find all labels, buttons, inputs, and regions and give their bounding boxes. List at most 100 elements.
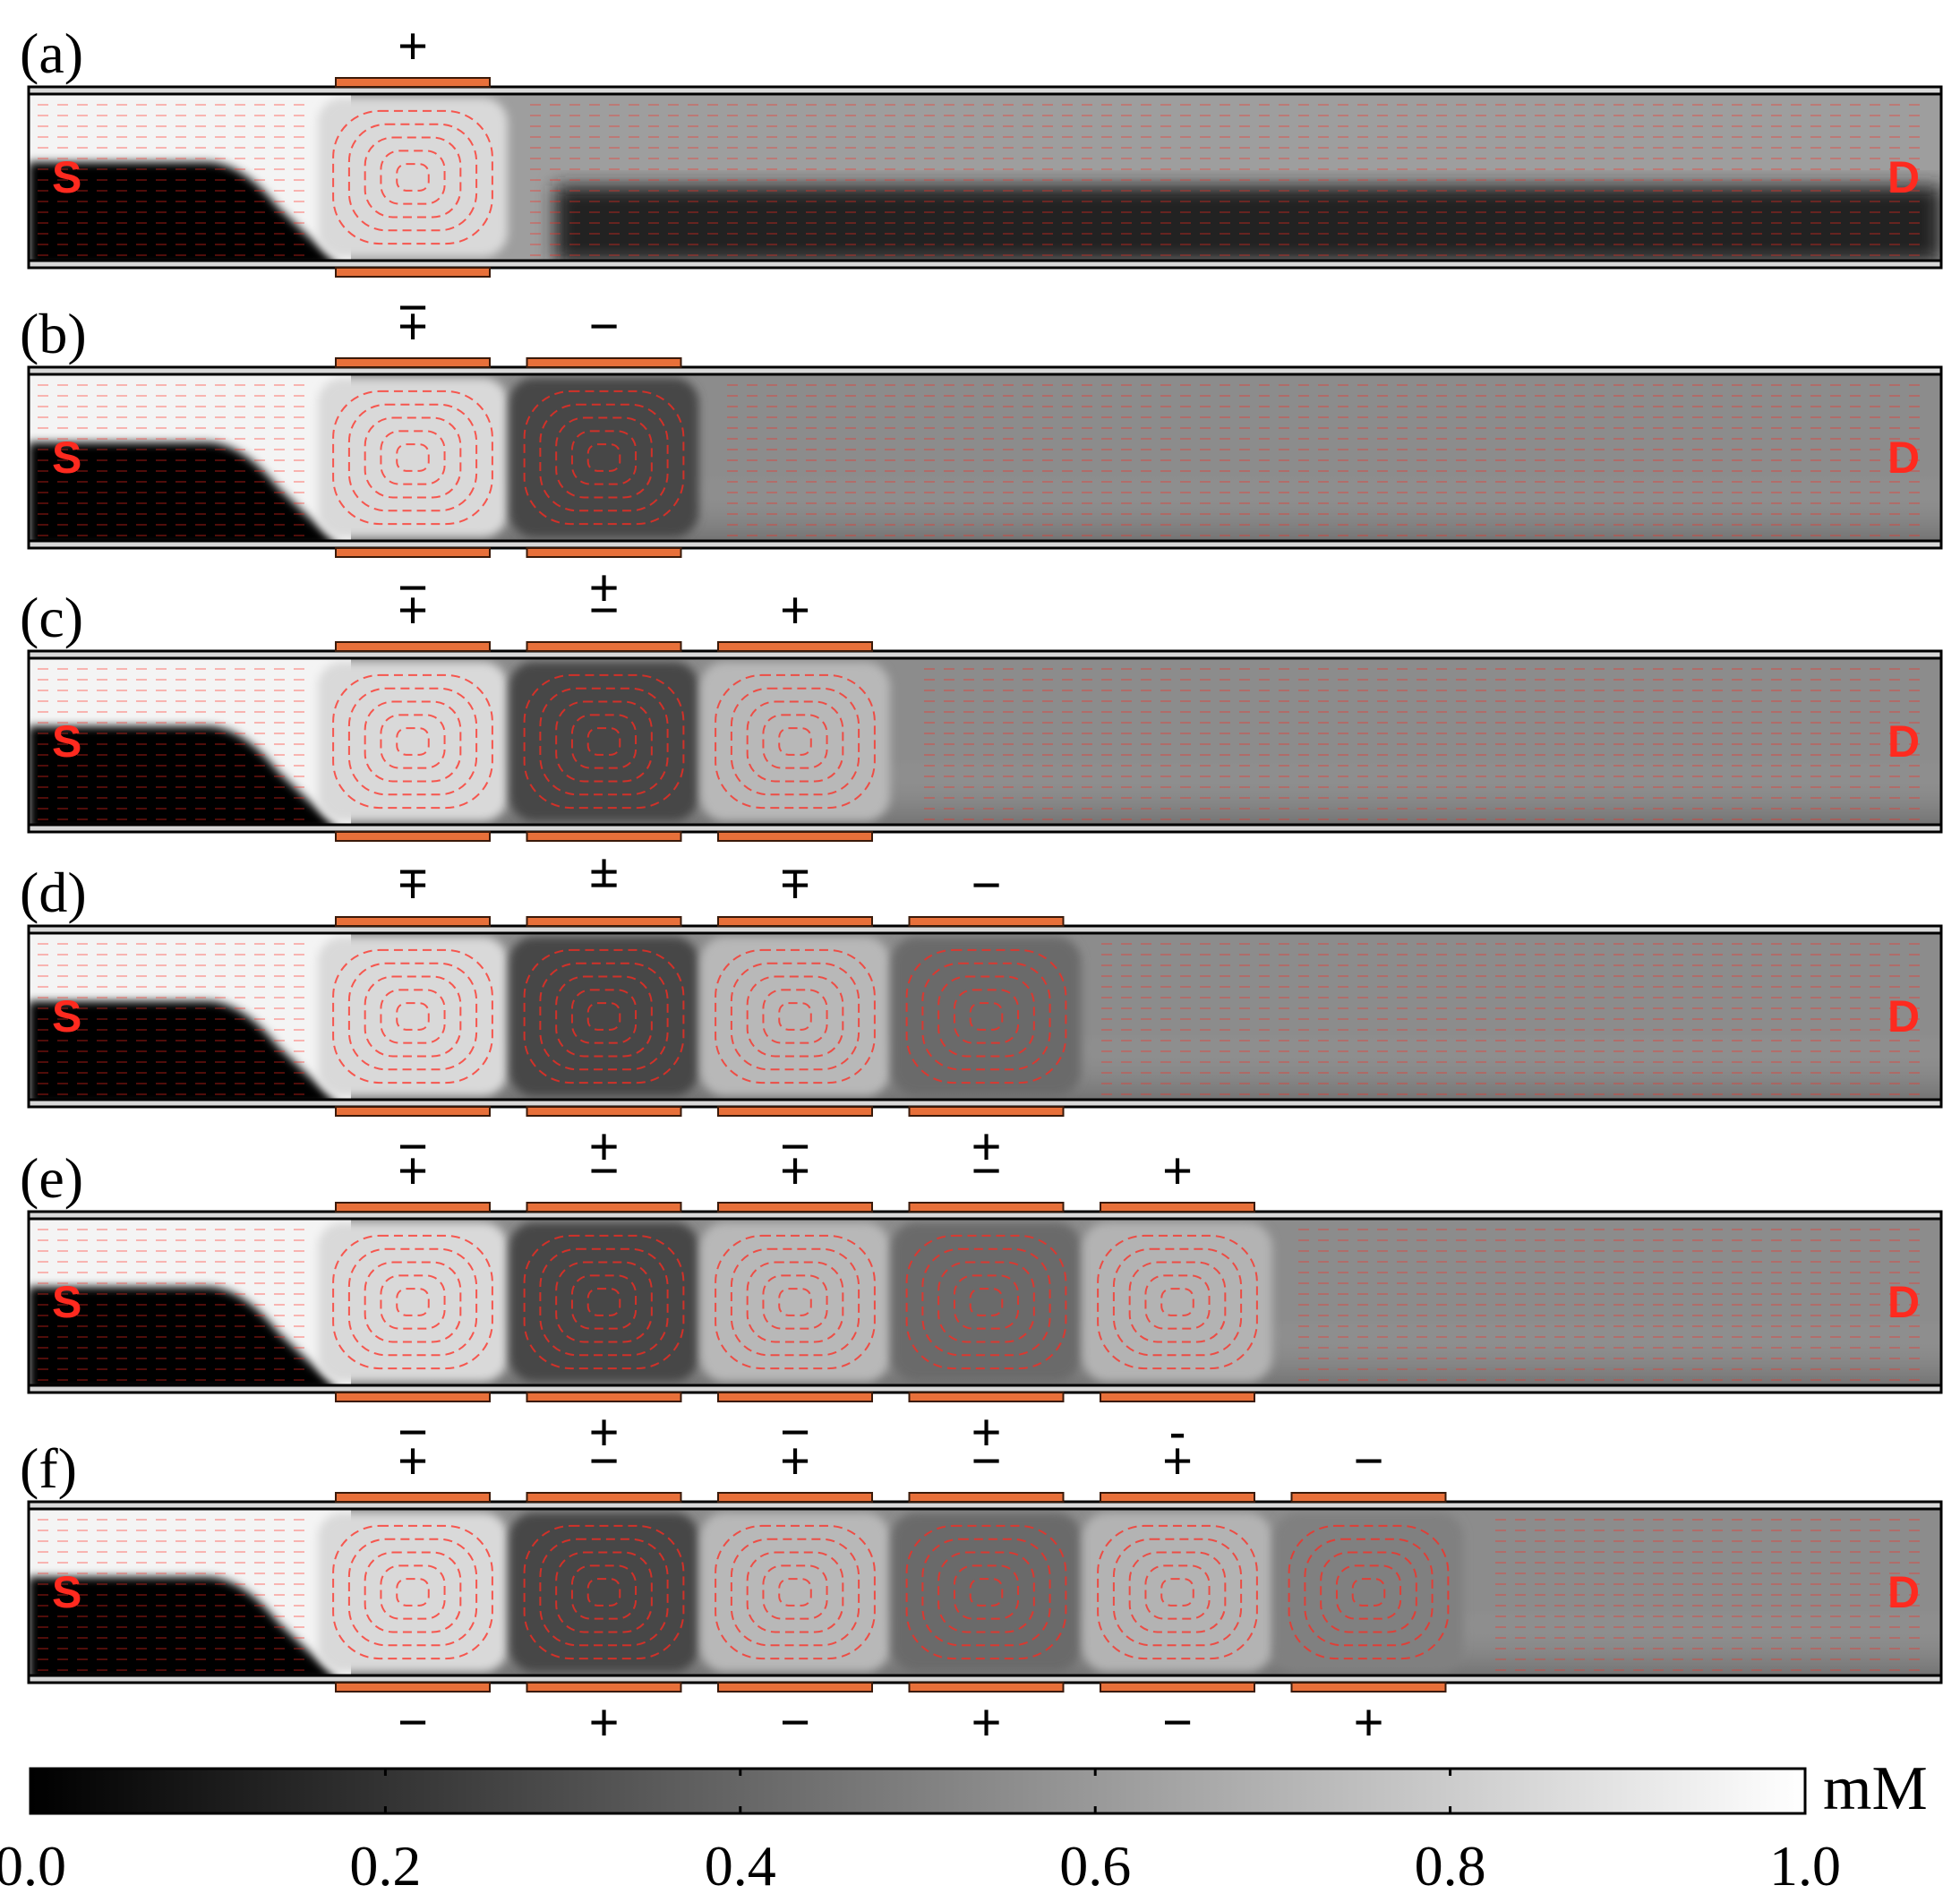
panel-label: (c)	[20, 586, 83, 649]
vortex-cell	[700, 662, 890, 821]
streamline	[715, 1234, 876, 1370]
panel-d: (d) S D + − − + + − − +	[20, 856, 1943, 1176]
vortex-region	[1083, 1222, 1272, 1382]
bottom-electrode	[335, 547, 491, 558]
streamline	[332, 390, 493, 526]
vortex-region	[318, 937, 508, 1096]
streamline	[778, 1002, 812, 1031]
panels-group: (a)S D+−(b)S D+−−+(c)S D+−−++−(d)S D+−−++−−+…	[20, 17, 1943, 1752]
bottom-electrode	[526, 547, 682, 558]
channel-outline	[27, 85, 1943, 270]
streamline	[380, 989, 446, 1044]
panel-c: (c) S D + − − + + −	[20, 581, 1943, 901]
streamline	[332, 948, 493, 1084]
streamline	[555, 700, 653, 783]
top-electrode	[335, 357, 491, 368]
streamline	[364, 416, 462, 499]
streamline	[762, 989, 828, 1044]
streamline	[715, 948, 876, 1084]
inlet-dark-zone	[29, 1001, 336, 1101]
channel-field	[29, 92, 1941, 262]
top-electrode	[335, 916, 491, 927]
velocity-arrows	[38, 1229, 1920, 1381]
channel-outline	[27, 365, 1943, 550]
streamline	[586, 443, 621, 472]
vortex-cell	[1083, 1222, 1272, 1382]
streamline	[380, 714, 446, 769]
bottom-polarity-sign: +	[589, 1118, 620, 1176]
streamline	[937, 1261, 1035, 1343]
bottom-polarity-sign: +	[971, 1118, 1002, 1176]
top-polarity-sign: −	[971, 856, 1002, 914]
streamline	[523, 948, 685, 1084]
drain-label: D	[1887, 991, 1920, 1041]
streamline	[555, 975, 653, 1058]
top-polarity-sign: −	[589, 297, 620, 356]
streamline	[1128, 1261, 1227, 1343]
vortex-cell	[509, 1222, 699, 1382]
vortex-region	[509, 937, 699, 1096]
top-electrode	[526, 357, 682, 368]
vortex-cell	[509, 937, 699, 1096]
streamline	[778, 1288, 812, 1316]
top-polarity-sign: +	[398, 297, 428, 356]
streamline	[332, 673, 493, 810]
top-polarity-sign: −	[589, 856, 620, 914]
streamline	[396, 1288, 430, 1316]
streamline	[969, 1288, 1004, 1316]
vortex-cell	[891, 937, 1082, 1096]
inlet-dark-zone	[29, 1287, 336, 1387]
streamline	[364, 700, 462, 783]
vortex-cell	[509, 378, 699, 537]
bottom-electrode	[335, 1106, 491, 1117]
streamline	[953, 989, 1020, 1044]
streamline	[762, 714, 828, 769]
streamline	[586, 1002, 621, 1031]
streamline	[380, 150, 446, 205]
panel-a: (a) S D + −	[20, 17, 1943, 337]
velocity-arrows	[38, 384, 1920, 536]
channel-field	[29, 656, 1941, 827]
bottom-polarity-sign: −	[398, 1118, 428, 1176]
vortex-cell	[891, 1222, 1082, 1382]
streamline	[396, 163, 430, 192]
streamline	[332, 109, 493, 245]
streamline	[396, 443, 430, 472]
source-label: S	[52, 433, 81, 483]
top-electrode	[335, 641, 491, 652]
streamline	[570, 714, 638, 769]
streamline	[1144, 1274, 1211, 1330]
streamline	[555, 1261, 653, 1343]
vortex-cell	[318, 378, 508, 537]
streamline	[570, 430, 638, 485]
inlet-dark-zone	[29, 442, 336, 543]
vortex-region	[891, 937, 1082, 1096]
panel-label: (a)	[20, 21, 83, 85]
vortex-region	[509, 662, 699, 821]
panel-label: (d)	[20, 861, 87, 924]
streamline	[762, 1274, 828, 1330]
bottom-polarity-sign: +	[589, 843, 620, 901]
streamline	[905, 948, 1067, 1084]
streamline	[555, 416, 653, 499]
drain-label: D	[1887, 433, 1920, 483]
streamline	[746, 975, 844, 1058]
top-polarity-sign: +	[780, 856, 810, 914]
streamline	[364, 136, 462, 219]
source-label: S	[52, 991, 81, 1041]
vortex-cell	[700, 1222, 890, 1382]
bottom-electrode	[908, 1106, 1065, 1117]
streamline	[380, 1274, 446, 1330]
streamline	[523, 1234, 685, 1370]
streamline	[523, 390, 685, 526]
top-electrode	[335, 77, 491, 88]
vortex-cell	[318, 937, 508, 1096]
top-electrode	[526, 916, 682, 927]
streamline	[746, 1261, 844, 1343]
streamline	[969, 1002, 1004, 1031]
streamline	[523, 673, 685, 810]
streamline	[396, 1002, 430, 1031]
streamline	[586, 1288, 621, 1316]
streamline	[380, 430, 446, 485]
